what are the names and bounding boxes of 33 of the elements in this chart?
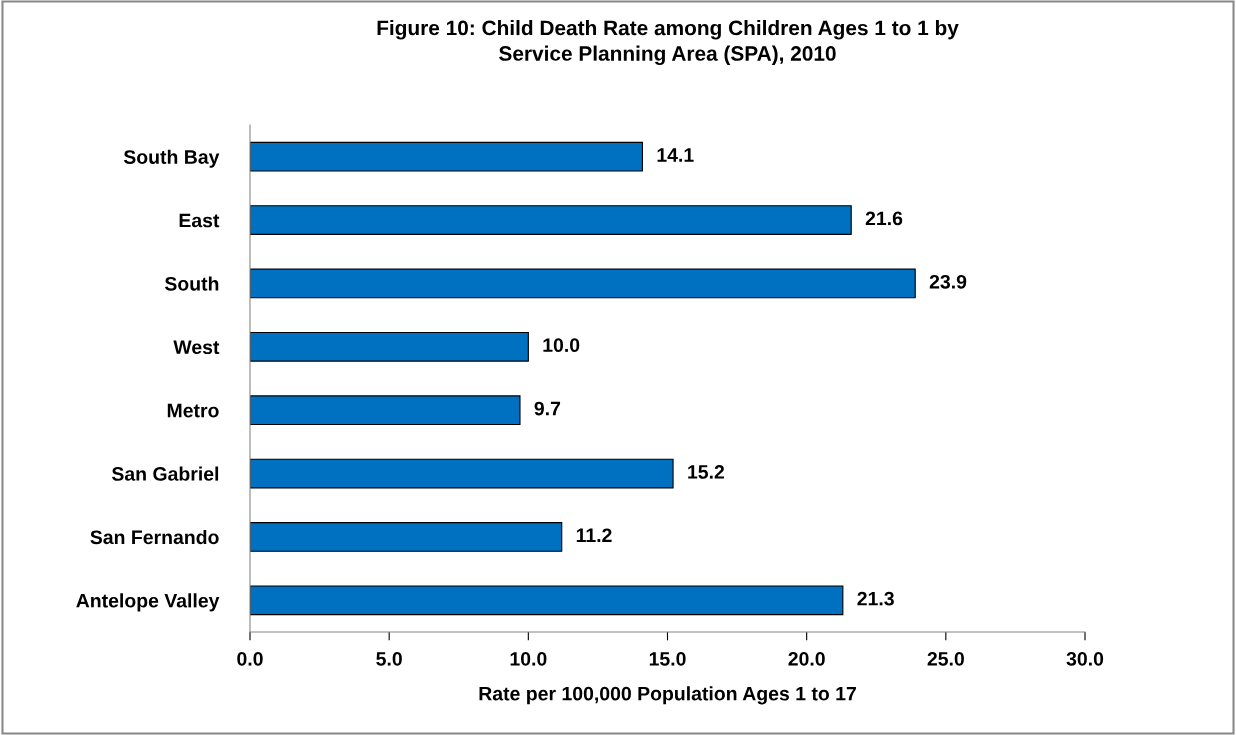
bar [250,205,852,235]
chart-title: Figure 10: Child Death Rate among Children Ages 1 to 1 by Service Planning Area (SPA), 2010 [377,20,959,66]
y-tick-label: Metro [167,403,219,418]
y-tick-label: San Fernando [90,529,219,545]
x-tick-label: 5.0 [376,651,402,666]
x-tick-label: 0.0 [237,651,263,666]
data-label: 11.2 [576,528,612,542]
y-tick-label: San Gabriel [111,466,219,481]
x-tick-label: 20.0 [788,651,825,666]
bar [250,585,844,616]
data-label: 10.0 [543,338,580,353]
y-tick-label: East [179,213,220,228]
data-label: 15.2 [688,465,725,479]
bar [250,395,521,426]
y-tick-label: South Bay [123,149,220,168]
data-label: 9.7 [534,401,561,416]
x-axis-title: Rate per 100,000 Population Ages 1 to 17 [479,686,856,705]
data-label: 21.3 [857,591,894,606]
bar [250,522,563,552]
bar [250,458,674,489]
bar [250,141,644,172]
data-label: 14.1 [657,148,694,162]
y-tick-label: Antelope Valley [76,593,220,612]
data-label: 23.9 [929,274,967,289]
bar [250,331,529,362]
bar [250,268,916,299]
x-tick-label: 10.0 [510,651,547,666]
x-tick-label: 25.0 [927,651,964,666]
x-tick-label: 15.0 [649,651,686,666]
y-tick-label: South [164,276,219,291]
y-tick-label: West [173,340,220,355]
x-tick-label: 30.0 [1066,651,1104,666]
data-label: 21.6 [865,211,903,226]
